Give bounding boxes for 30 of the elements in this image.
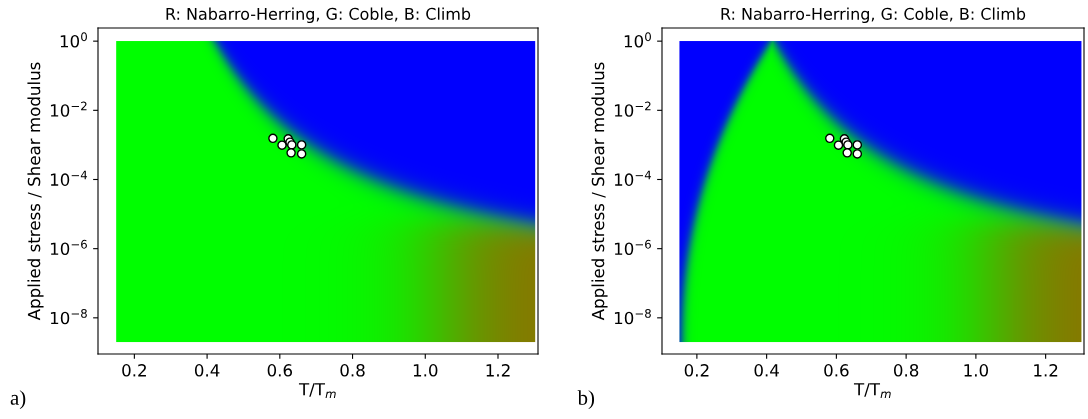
y-tick-label: 10$^{−4}$ xyxy=(50,170,88,186)
x-tick-label: 1.2 xyxy=(1034,364,1058,377)
x-axis-title: T/T$_{m}$ xyxy=(853,383,891,399)
x-tick-label: 0.8 xyxy=(893,364,919,377)
x-tick-label: 0.2 xyxy=(122,364,146,377)
text: b) xyxy=(577,390,595,410)
chart-title: R: Nabarro-Herring, G: Coble, B: Climb xyxy=(166,7,471,23)
x-tick-label: 0.8 xyxy=(340,364,365,377)
y-tick-label: 10$^{−6}$ xyxy=(614,239,651,256)
text: a) xyxy=(10,390,26,410)
x-tick-label: 1.0 xyxy=(964,364,989,377)
y-axis-title: Applied stress / Shear modulus xyxy=(27,62,44,321)
y-tick-label: 10$^{−6}$ xyxy=(50,239,87,256)
chart-title: R: Nabarro-Herring, G: Coble, B: Climb xyxy=(721,7,1026,23)
x-tick-label: 0.6 xyxy=(824,364,849,377)
x-tick-label: 0.2 xyxy=(684,364,709,377)
y-tick-label: 10$^{−8}$ xyxy=(614,309,651,325)
y-tick-label: 10$^{0}$ xyxy=(60,32,87,48)
x-tick-label: 1.2 xyxy=(486,364,510,377)
x-tick-label: 0.4 xyxy=(194,364,220,377)
x-axis-title: T/T$_{m}$ xyxy=(298,383,336,399)
x-tick-label: 0.6 xyxy=(267,364,293,377)
y-tick-label: 10$^{−4}$ xyxy=(614,170,652,186)
y-tick-label: 10$^{−2}$ xyxy=(50,101,87,117)
y-tick-label: 10$^{0}$ xyxy=(624,32,651,48)
y-tick-label: 10$^{−2}$ xyxy=(614,101,651,117)
y-tick-label: 10$^{−8}$ xyxy=(50,309,87,325)
y-axis-title: Applied stress / Shear modulus xyxy=(591,62,608,321)
x-tick-label: 1.0 xyxy=(413,364,438,377)
x-tick-label: 0.4 xyxy=(754,364,779,377)
